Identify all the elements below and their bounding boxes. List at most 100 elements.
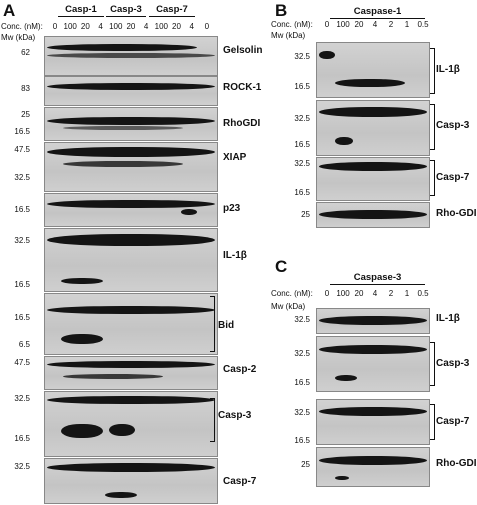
mw-marker: 16.5: [294, 188, 310, 197]
lane-label: 100: [336, 289, 350, 298]
blot-bid: [44, 293, 218, 355]
blot-label-xiap: XIAP: [223, 152, 247, 163]
blot-label-rock1: ROCK-1: [223, 82, 262, 93]
lane-label: 0: [324, 289, 330, 298]
blot-xiap: [44, 142, 218, 192]
blot-label-casp7-c: Casp-7: [436, 416, 470, 427]
panel-title-c: Caspase-3: [330, 272, 425, 285]
mw-marker: 16.5: [14, 127, 30, 136]
mw-label-c: Mw (kDa): [271, 302, 306, 311]
lane-label: 0: [204, 22, 210, 31]
mw-marker: 32.5: [294, 349, 310, 358]
blot-casp3-b: [316, 100, 430, 156]
blot-casp7-a: [44, 458, 218, 504]
mw-marker: 32.5: [294, 114, 310, 123]
blot-label-bid: Bid: [218, 320, 235, 331]
blot-label-casp3-a: Casp-3: [218, 410, 252, 421]
mw-marker: 62: [21, 48, 30, 57]
mw-marker: 25: [301, 210, 310, 219]
bracket: [210, 398, 215, 442]
blot-label-gelsolin: Gelsolin: [223, 45, 263, 56]
lane-label: 100: [63, 22, 77, 31]
mw-marker: 16.5: [294, 82, 310, 91]
blot-casp7-b: [316, 157, 430, 201]
mw-marker: 32.5: [14, 236, 30, 245]
conc-label-a: Conc. (nM):: [1, 22, 43, 31]
blot-rhogdi: [44, 107, 218, 141]
bracket: [430, 48, 435, 94]
mw-marker: 32.5: [294, 52, 310, 61]
lane-label: 4: [372, 289, 378, 298]
blot-label-casp3-c: Casp-3: [436, 358, 470, 369]
blot-label-rhogdi: RhoGDI: [223, 118, 261, 129]
lane-label: 20: [354, 20, 364, 29]
lane-label: 20: [172, 22, 181, 31]
group-header-casp3: Casp-3: [106, 4, 146, 17]
mw-marker: 47.5: [14, 358, 30, 367]
mw-marker: 32.5: [294, 315, 310, 324]
lane-label: 2: [388, 289, 394, 298]
blot-il1b-c: [316, 308, 430, 334]
mw-marker: 16.5: [14, 205, 30, 214]
blot-label-il1b-c: IL-1β: [436, 313, 460, 324]
blot-casp3-a: [44, 391, 218, 457]
blot-label-casp3-b: Casp-3: [436, 120, 470, 131]
blot-casp3-c: [316, 336, 430, 392]
conc-label-c: Conc. (nM):: [271, 289, 313, 298]
blot-label-rhogdi-b: Rho-GDI: [436, 208, 477, 219]
lane-label: 4: [98, 22, 103, 31]
panel-letter-a: A: [3, 1, 16, 20]
mw-marker: 6.5: [18, 340, 30, 349]
lane-labels-a: 0 100 20 4 100 20 4 100 20 4 0: [48, 22, 214, 31]
mw-marker: 32.5: [294, 159, 310, 168]
lane-label: 20: [354, 289, 364, 298]
blot-il1b: [44, 228, 218, 292]
blot-label-casp2: Casp-2: [223, 364, 257, 375]
group-header-casp7: Casp-7: [149, 4, 195, 17]
lane-label: 100: [336, 20, 350, 29]
mw-marker: 32.5: [14, 394, 30, 403]
blot-label-il1b: IL-1β: [223, 250, 247, 261]
lane-label: 0.5: [417, 20, 429, 29]
blot-rhogdi-c: [316, 447, 430, 487]
bracket: [430, 160, 435, 196]
blot-casp7-c: [316, 399, 430, 445]
lane-label: 1: [404, 20, 410, 29]
bracket: [430, 404, 435, 440]
blot-rhogdi-b: [316, 202, 430, 228]
blot-label-il1b-b: IL-1β: [436, 64, 460, 75]
blot-label-p23: p23: [223, 203, 241, 214]
blot-label-rhogdi-c: Rho-GDI: [436, 458, 477, 469]
mw-marker: 47.5: [14, 145, 30, 154]
panel-letter-b: B: [275, 1, 288, 20]
lane-label: 0: [324, 20, 330, 29]
mw-marker: 16.5: [14, 434, 30, 443]
mw-marker: 25: [301, 460, 310, 469]
mw-marker: 16.5: [294, 436, 310, 445]
blot-label-casp7-a: Casp-7: [223, 476, 257, 487]
lane-label: 4: [143, 22, 149, 31]
blot-rock1: [44, 76, 218, 106]
mw-label-a: Mw (kDa): [1, 33, 36, 42]
mw-marker: 25: [21, 110, 30, 119]
mw-marker: 16.5: [294, 378, 310, 387]
lane-label: 20: [126, 22, 136, 31]
lane-label: 20: [80, 22, 90, 31]
bracket: [430, 104, 435, 150]
lane-label: 4: [372, 20, 378, 29]
bracket: [210, 296, 215, 352]
mw-marker: 16.5: [294, 140, 310, 149]
conc-label-b: Conc. (nM):: [271, 20, 313, 29]
blot-il1b-b: [316, 42, 430, 98]
mw-marker: 83: [21, 84, 30, 93]
mw-marker: 32.5: [294, 408, 310, 417]
lane-label: 100: [109, 22, 123, 31]
mw-marker: 16.5: [14, 280, 30, 289]
panel-letter-c: C: [275, 257, 288, 276]
lane-label: 4: [189, 22, 194, 31]
lane-label: 100: [154, 22, 168, 31]
group-header-casp1: Casp-1: [58, 4, 104, 17]
lane-labels-c: 0 100 20 4 2 1 0.5: [320, 289, 430, 298]
panel-title-b: Caspase-1: [330, 6, 425, 19]
lane-label: 0: [52, 22, 58, 31]
